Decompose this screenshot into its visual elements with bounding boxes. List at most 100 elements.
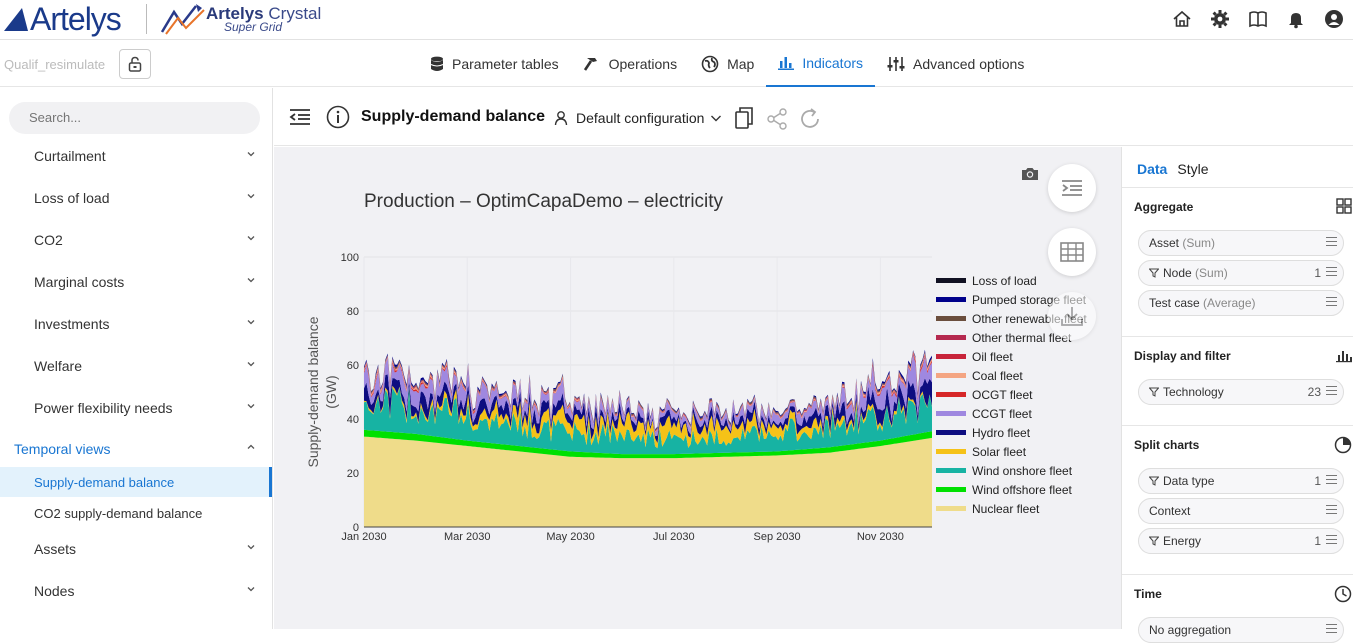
- sidebar-item-nodes[interactable]: Nodes: [0, 576, 272, 606]
- pie-chart-icon[interactable]: [1334, 436, 1352, 459]
- info-icon[interactable]: [326, 105, 350, 129]
- book-icon[interactable]: [1247, 8, 1269, 30]
- chip-context[interactable]: Context: [1138, 498, 1344, 524]
- user-config-icon: [554, 111, 568, 126]
- drag-handle-icon[interactable]: [1326, 535, 1337, 544]
- x-axis: Jan 2030 Mar 2030 May 2030 Jul 2030 Sep 2030…: [341, 526, 932, 543]
- refresh-icon[interactable]: [797, 106, 823, 132]
- drag-handle-icon[interactable]: [1326, 267, 1337, 276]
- legend-item-other-thermal-fleet[interactable]: Other thermal fleet: [936, 328, 1087, 347]
- chip-count: 1: [1314, 534, 1321, 548]
- home-icon[interactable]: [1171, 8, 1193, 30]
- chart-title: Production – OptimCapaDemo – electricity: [364, 191, 724, 212]
- gear-icon[interactable]: [1209, 8, 1231, 30]
- tab-parameter-tables[interactable]: Parameter tables: [418, 41, 571, 87]
- artelys-logo[interactable]: Artelys: [2, 0, 122, 38]
- series-area-wind-onshore-fleet[interactable]: [364, 387, 932, 455]
- artelys-triangle-icon: [4, 8, 28, 31]
- panel-section-time: Time No aggregation: [1122, 574, 1353, 643]
- legend-item-nuclear-fleet[interactable]: Nuclear fleet: [936, 499, 1087, 518]
- sidebar-item-curtailment[interactable]: Curtailment: [0, 141, 272, 171]
- filter-icon: [1148, 476, 1160, 486]
- crystal-supergrid-logo[interactable]: Artelys Crystal Super Grid: [160, 2, 321, 41]
- artelys-logo-text: Artelys: [30, 0, 122, 37]
- chevron-down-icon: [247, 320, 255, 325]
- sidebar-item-co2[interactable]: CO2: [0, 225, 272, 255]
- sidebar-item-co2-supply-demand-balance[interactable]: CO2 supply-demand balance: [34, 505, 203, 521]
- legend-item-loss-of-load[interactable]: Loss of load: [936, 271, 1087, 290]
- chip-label: Energy: [1163, 534, 1202, 548]
- sidebar-group-temporal-views[interactable]: Temporal views: [0, 434, 272, 464]
- sidebar-item-marginal-costs[interactable]: Marginal costs: [0, 267, 272, 297]
- chip-technology[interactable]: Technology 23: [1138, 379, 1344, 405]
- tab-advanced-options[interactable]: Advanced options: [875, 41, 1036, 87]
- chip-label: Node: [1163, 266, 1192, 280]
- tab-map[interactable]: Map: [689, 41, 766, 87]
- legend-label: Wind onshore fleet: [972, 463, 1073, 478]
- table-view-button[interactable]: [1048, 228, 1096, 276]
- share-icon[interactable]: [766, 108, 788, 130]
- configuration-dropdown[interactable]: Default configuration: [554, 110, 722, 126]
- tab-data[interactable]: Data: [1137, 161, 1168, 177]
- drag-handle-icon[interactable]: [1326, 297, 1337, 306]
- user-icon[interactable]: [1323, 8, 1345, 30]
- legend-label: Hydro fleet: [972, 425, 1031, 440]
- lock-button[interactable]: [119, 49, 151, 79]
- drag-handle-icon[interactable]: [1326, 237, 1337, 246]
- grid-icon[interactable]: [1336, 198, 1352, 219]
- chip-label: No aggregation: [1149, 623, 1232, 637]
- chip-node[interactable]: Node (Sum) 1: [1138, 260, 1344, 286]
- legend-item-wind-offshore-fleet[interactable]: Wind offshore fleet: [936, 480, 1087, 499]
- main-tabs: Parameter tables Operations Map Indicato…: [418, 41, 1036, 87]
- series-area-nuclear-fleet[interactable]: [364, 436, 932, 527]
- tab-style[interactable]: Style: [1177, 161, 1209, 177]
- filter-icon: [1148, 387, 1160, 397]
- legend-swatch: [936, 487, 966, 492]
- chevron-down-icon: [247, 404, 255, 409]
- bell-icon[interactable]: [1285, 8, 1307, 30]
- chip-no-aggregation[interactable]: No aggregation: [1138, 617, 1344, 643]
- copy-icon[interactable]: [734, 106, 754, 130]
- chip-data-type[interactable]: Data type 1: [1138, 468, 1344, 494]
- tab-operations[interactable]: Operations: [571, 41, 689, 87]
- drag-handle-icon[interactable]: [1326, 475, 1337, 484]
- sliders-icon: [887, 57, 905, 71]
- chip-asset[interactable]: Asset (Sum): [1138, 230, 1344, 256]
- legend-item-ccgt-fleet[interactable]: CCGT fleet: [936, 404, 1087, 423]
- sidebar-item-loss-of-load[interactable]: Loss of load: [0, 183, 272, 213]
- drag-handle-icon[interactable]: [1326, 505, 1337, 514]
- clock-icon[interactable]: [1334, 585, 1352, 608]
- sidebar-item-investments[interactable]: Investments: [0, 309, 272, 339]
- y-tick-label: 40: [347, 414, 359, 426]
- chip-test-case[interactable]: Test case (Average): [1138, 290, 1344, 316]
- sidebar-item-supply-demand-balance[interactable]: Supply-demand balance: [0, 467, 272, 497]
- sidebar-item-power-flexibility-needs[interactable]: Power flexibility needs: [0, 393, 272, 423]
- legend-item-ocgt-fleet[interactable]: OCGT fleet: [936, 385, 1087, 404]
- sidebar-item-welfare[interactable]: Welfare: [0, 351, 272, 381]
- legend-item-solar-fleet[interactable]: Solar fleet: [936, 442, 1087, 461]
- search-input[interactable]: [9, 102, 260, 134]
- bar-chart-icon: [778, 57, 795, 70]
- series-area-wind-offshore-fleet[interactable]: [364, 429, 932, 459]
- collapse-sidebar-icon[interactable]: [288, 107, 312, 127]
- toggle-panel-button[interactable]: [1048, 164, 1096, 212]
- sidebar-item-assets[interactable]: Assets: [0, 534, 272, 564]
- series-area-ccgt-fleet[interactable]: [364, 354, 932, 437]
- chevron-down-icon: [247, 236, 255, 241]
- chart-area: Production – OptimCapaDemo – electricity…: [274, 147, 1121, 629]
- table-icon: [1060, 242, 1084, 262]
- legend-item-wind-onshore-fleet[interactable]: Wind onshore fleet: [936, 461, 1087, 480]
- chip-energy[interactable]: Energy 1: [1138, 528, 1344, 554]
- legend-item-coal-fleet[interactable]: Coal fleet: [936, 366, 1087, 385]
- hammer-icon: [583, 58, 597, 71]
- download-button[interactable]: [1048, 292, 1096, 340]
- legend-swatch: [936, 449, 966, 454]
- legend-item-hydro-fleet[interactable]: Hydro fleet: [936, 423, 1087, 442]
- bar-chart-icon[interactable]: [1336, 347, 1352, 368]
- camera-icon[interactable]: [1021, 166, 1039, 181]
- tab-indicators[interactable]: Indicators: [766, 41, 876, 87]
- chip-label: Test case: [1149, 296, 1200, 310]
- drag-handle-icon[interactable]: [1326, 386, 1337, 395]
- chart-series: [364, 349, 932, 527]
- legend-item-oil-fleet[interactable]: Oil fleet: [936, 347, 1087, 366]
